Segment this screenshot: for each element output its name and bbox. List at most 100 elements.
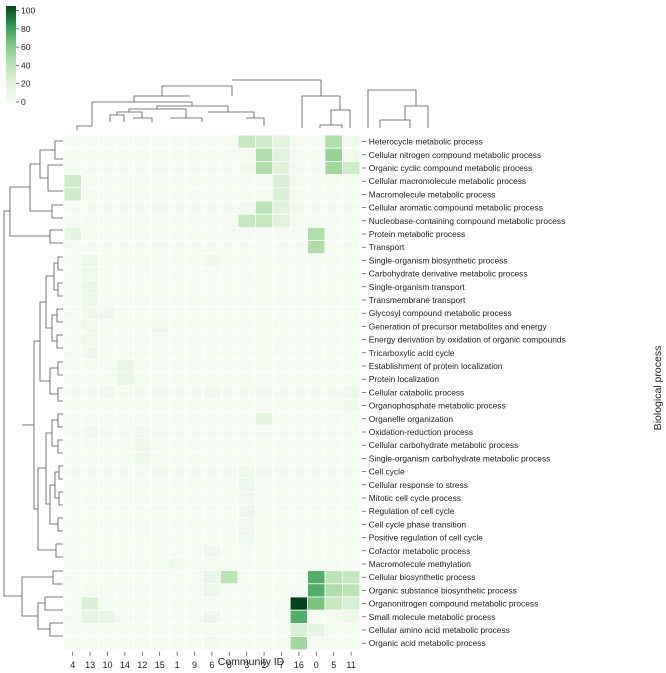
heatmap-cell <box>341 464 361 479</box>
heatmap-cell <box>237 451 256 466</box>
heatmap-cell <box>272 372 291 387</box>
heatmap-cell <box>81 504 100 519</box>
heatmap-cell <box>237 504 256 519</box>
heatmap-cell <box>98 596 117 611</box>
heatmap-cell <box>63 306 82 321</box>
heatmap-cell <box>220 570 239 585</box>
heatmap-cell <box>289 411 309 426</box>
heatmap-cell <box>307 345 326 360</box>
heatmap-cell <box>115 464 134 479</box>
heatmap-cell <box>254 160 274 175</box>
heatmap-cell <box>272 226 291 241</box>
heatmap-cell <box>115 226 134 241</box>
heatmap-cell <box>254 253 274 268</box>
heatmap-cell <box>237 557 256 572</box>
heatmap-cell <box>307 200 326 215</box>
heatmap-cell <box>81 200 100 215</box>
heatmap-cell <box>289 319 309 334</box>
heatmap-cell <box>341 332 361 347</box>
heatmap-cell <box>98 332 117 347</box>
heatmap-cell <box>237 583 256 598</box>
heatmap-cell <box>150 358 169 373</box>
heatmap-cell <box>133 596 152 611</box>
heatmap-cell <box>167 160 187 175</box>
heatmap-cell <box>81 292 100 307</box>
heatmap-cell <box>150 279 169 294</box>
heatmap-cell <box>115 636 134 651</box>
heatmap-cell <box>63 464 82 479</box>
heatmap-cell <box>167 623 187 638</box>
row-label: Energy derivation by oxidation of organi… <box>369 335 566 345</box>
heatmap-cell <box>237 160 256 175</box>
heatmap-cell <box>220 358 239 373</box>
row-label: Cellular nitrogen compound metabolic pro… <box>369 150 541 160</box>
column-label: 14 <box>120 660 130 670</box>
heatmap-cell <box>133 319 152 334</box>
heatmap-cell <box>254 240 274 255</box>
heatmap-cell <box>202 411 221 426</box>
heatmap-cell <box>185 543 204 558</box>
heatmap-cell <box>289 200 309 215</box>
heatmap-cell <box>307 253 326 268</box>
heatmap-cell <box>237 226 256 241</box>
heatmap-cell <box>307 174 326 189</box>
heatmap-cell <box>307 464 326 479</box>
heatmap-cell <box>167 557 187 572</box>
heatmap-cell <box>324 596 343 611</box>
heatmap-cell <box>307 213 326 228</box>
row-label: Cellular amino acid metabolic process <box>369 625 510 635</box>
heatmap-cell <box>220 319 239 334</box>
heatmap-cell <box>202 147 221 162</box>
heatmap-cell <box>63 292 82 307</box>
heatmap-cell <box>324 372 343 387</box>
heatmap-cell <box>324 398 343 413</box>
heatmap-cell <box>289 490 309 505</box>
row-label: Organic acid metabolic process <box>369 638 486 648</box>
column-labels: 4 13 10 14 12 15 1 9 6 8 3 2 7 16 0 5 11 <box>70 651 356 670</box>
heatmap-cell <box>324 411 343 426</box>
column-label: 4 <box>70 660 75 670</box>
heatmap-cell <box>133 557 152 572</box>
heatmap-cell <box>63 490 82 505</box>
heatmap-cell <box>133 583 152 598</box>
heatmap-cell <box>202 160 221 175</box>
heatmap-cell <box>341 517 361 532</box>
heatmap-cell <box>202 279 221 294</box>
heatmap-cell <box>202 464 221 479</box>
heatmap-cell <box>167 147 187 162</box>
heatmap-cell <box>289 240 309 255</box>
column-label: 5 <box>331 660 336 670</box>
column-label: 2 <box>262 660 267 670</box>
heatmap-cell <box>202 490 221 505</box>
heatmap-cell <box>98 187 117 202</box>
column-label: 12 <box>137 660 147 670</box>
row-label: Cell cycle phase transition <box>369 519 467 529</box>
heatmap-cell <box>150 147 169 162</box>
heatmap-cell <box>324 530 343 545</box>
heatmap-cell <box>81 464 100 479</box>
heatmap-cell <box>220 596 239 611</box>
row-label: Organic cyclic compound metabolic proces… <box>369 163 532 173</box>
heatmap-cell <box>115 160 134 175</box>
heatmap-cell <box>63 174 82 189</box>
heatmap-cell <box>324 266 343 281</box>
heatmap-cell <box>324 332 343 347</box>
row-label: Generation of precursor metabolites and … <box>369 321 548 331</box>
heatmap-cell <box>220 438 239 453</box>
heatmap-cell <box>81 490 100 505</box>
heatmap-cell <box>202 636 221 651</box>
row-label: Transport <box>369 242 405 252</box>
heatmap-cell <box>98 583 117 598</box>
heatmap-cell <box>81 174 100 189</box>
column-label: 8 <box>227 660 232 670</box>
colorbar-tick-label: 0 <box>21 97 26 107</box>
heatmap-cell <box>63 345 82 360</box>
heatmap-cell <box>81 583 100 598</box>
heatmap-cell <box>341 623 361 638</box>
heatmap-cell <box>150 266 169 281</box>
heatmap-cell <box>324 358 343 373</box>
row-label: Carbohydrate derivative metabolic proces… <box>369 269 528 279</box>
heatmap-cell <box>289 557 309 572</box>
heatmap-cell <box>185 345 204 360</box>
